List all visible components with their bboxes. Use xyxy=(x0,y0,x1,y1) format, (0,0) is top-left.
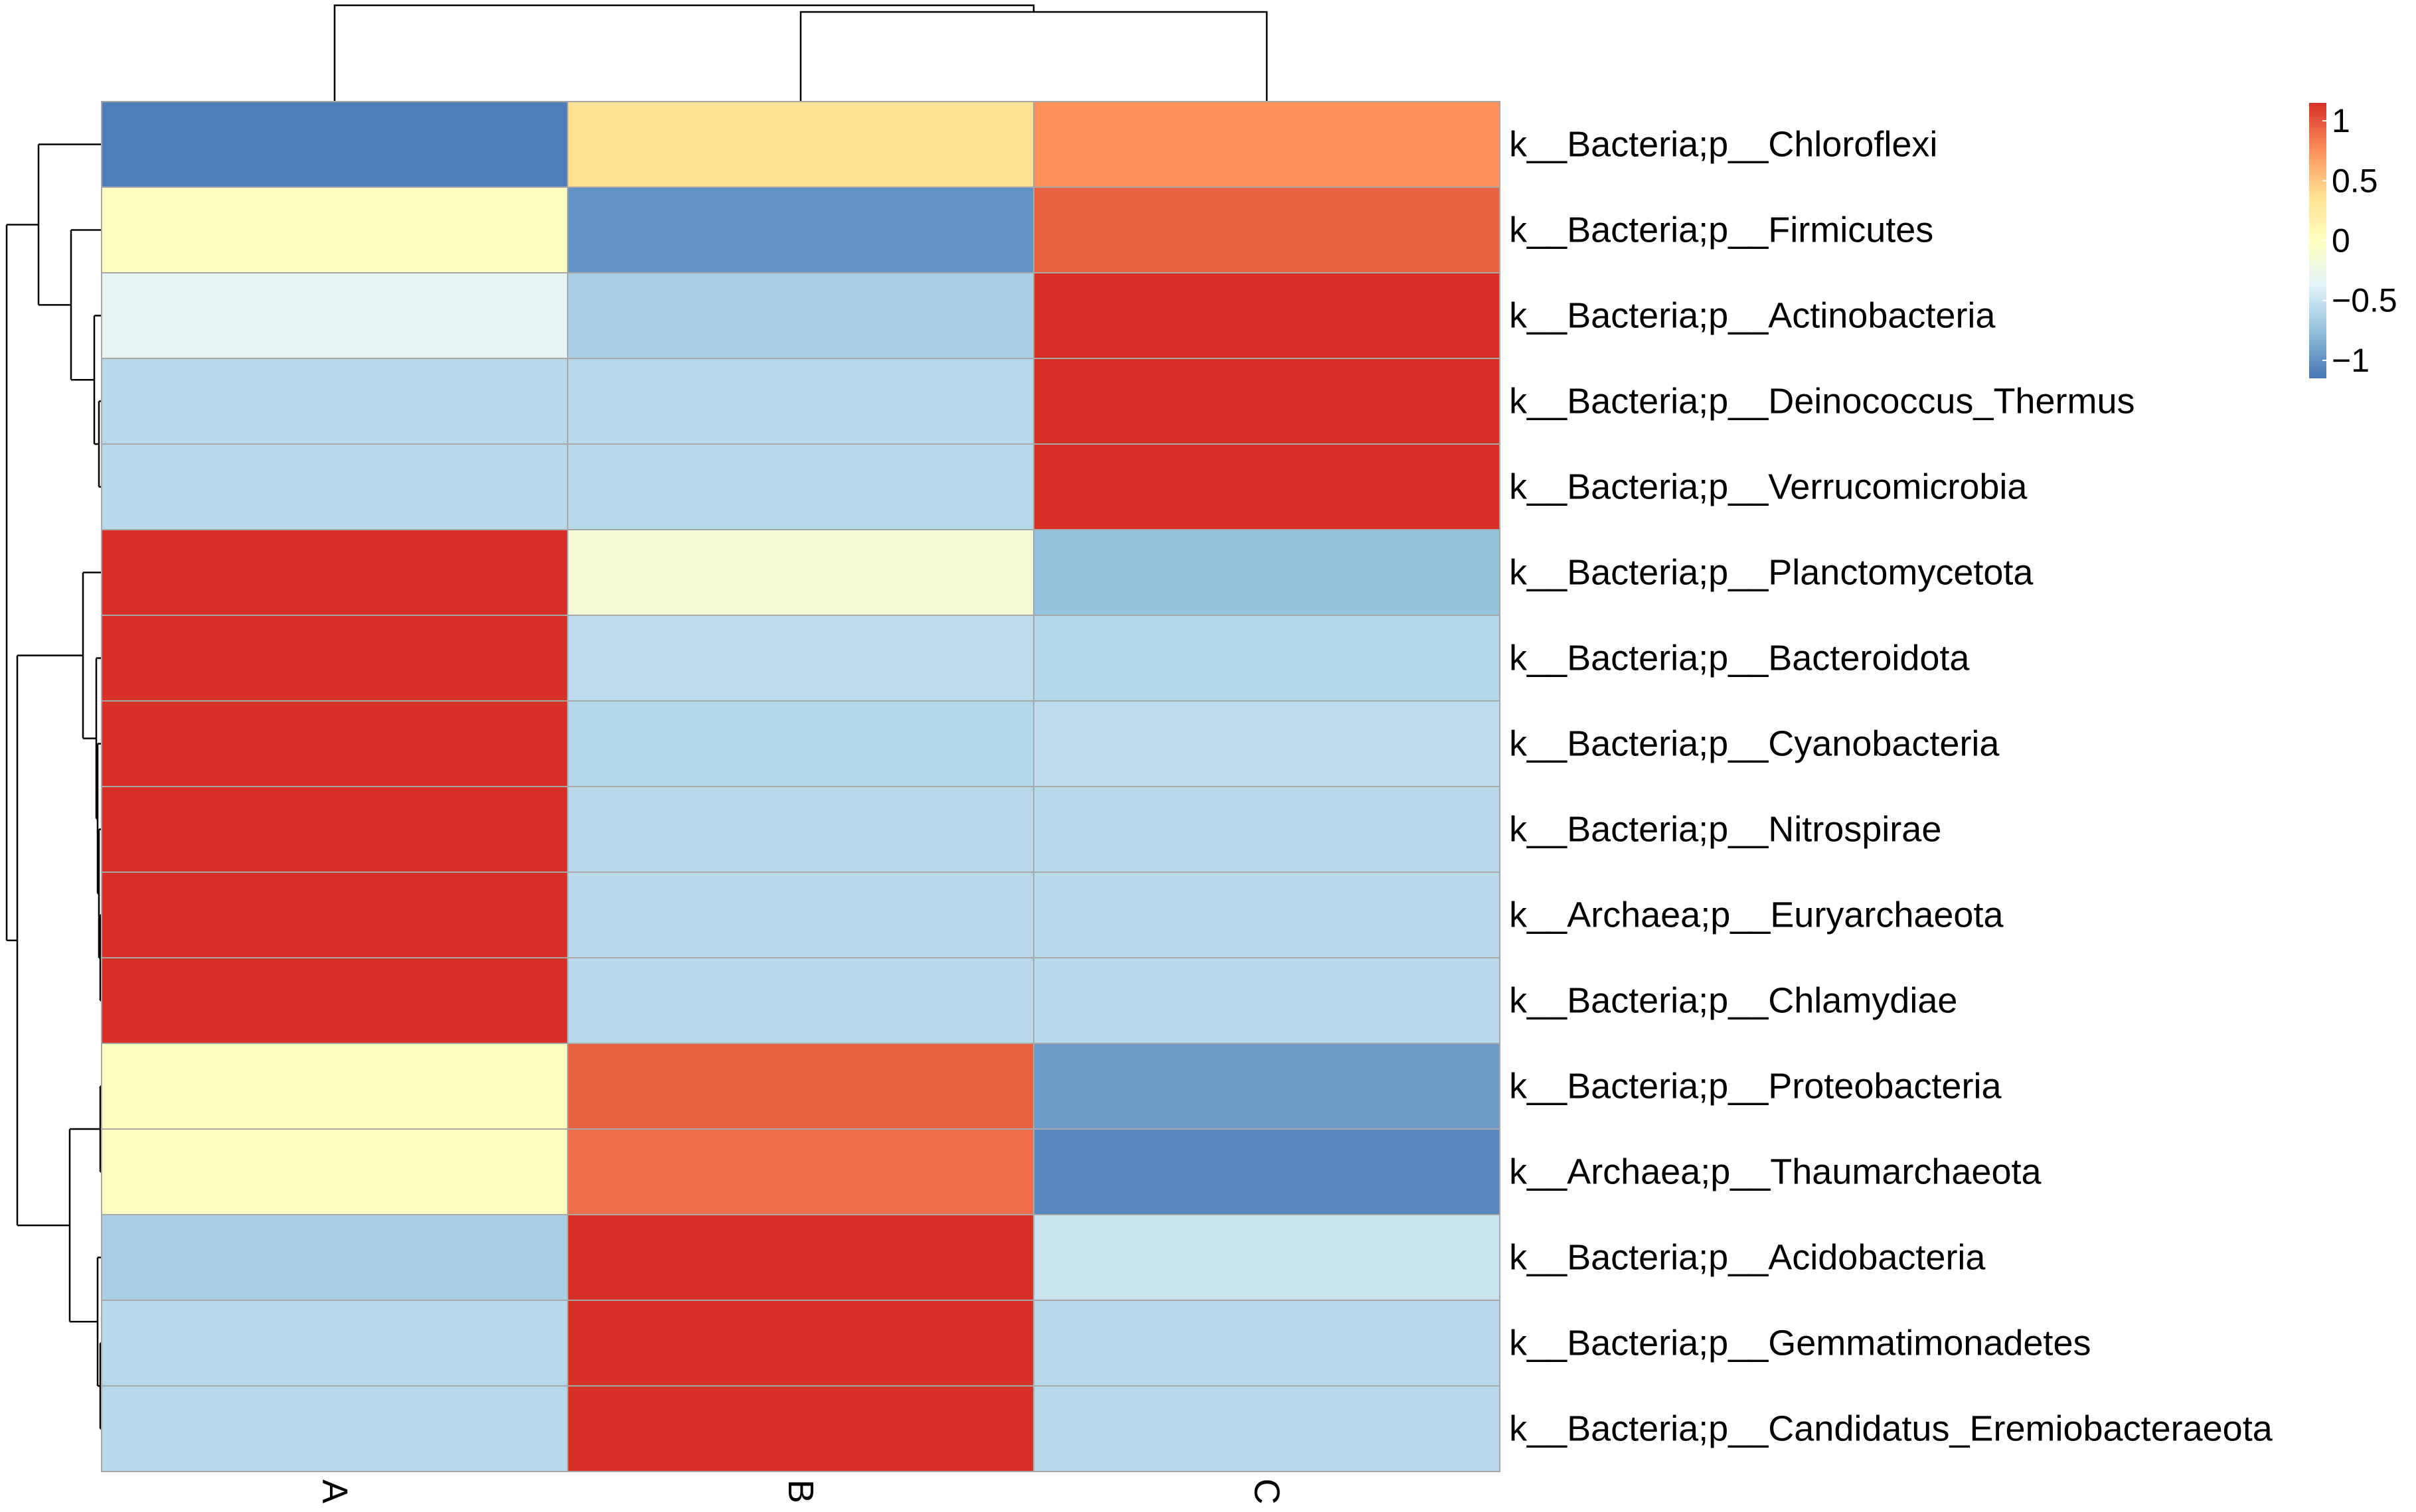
row-label: k__Bacteria;p__Proteobacteria xyxy=(1509,1067,2002,1106)
row-label: k__Bacteria;p__Acidobacteria xyxy=(1509,1238,1986,1278)
row-label: k__Bacteria;p__Nitrospirae xyxy=(1509,810,1941,850)
heatmap-cell xyxy=(101,272,568,359)
heatmap-cell xyxy=(567,1128,1034,1215)
heatmap-cell xyxy=(1033,786,1500,873)
row-label: k__Bacteria;p__Deinococcus_Thermus xyxy=(1509,382,2135,421)
heatmap-cell xyxy=(101,957,568,1044)
heatmap-cell xyxy=(567,1385,1034,1472)
column-label: A xyxy=(315,1479,355,1503)
heatmap-cell xyxy=(1033,101,1500,188)
heatmap-cell xyxy=(567,1300,1034,1387)
heatmap-cell xyxy=(567,1214,1034,1301)
heatmap-cell xyxy=(101,1385,568,1472)
heatmap-cell xyxy=(101,1214,568,1301)
heatmap-cell xyxy=(567,615,1034,702)
row-label: k__Bacteria;p__Actinobacteria xyxy=(1509,296,1996,336)
heatmap-cell xyxy=(567,272,1034,359)
heatmap-cell xyxy=(1033,443,1500,530)
heatmap-cell xyxy=(101,871,568,958)
column-dendrogram xyxy=(333,4,1268,102)
row-dendrogram xyxy=(5,143,102,1430)
heatmap-cell xyxy=(101,1300,568,1387)
heatmap-cell xyxy=(1033,1214,1500,1301)
row-label: k__Bacteria;p__Chlamydiae xyxy=(1509,981,1957,1021)
heatmap-cells xyxy=(101,101,1500,1472)
heatmap-cell xyxy=(567,358,1034,445)
legend-tick-label: −0.5 xyxy=(2332,282,2397,319)
heatmap-cell xyxy=(567,443,1034,530)
column-label: B xyxy=(781,1479,821,1503)
heatmap-cell xyxy=(1033,700,1500,787)
heatmap-cell xyxy=(567,529,1034,616)
heatmap-cell xyxy=(1033,358,1500,445)
heatmap-cell xyxy=(567,187,1034,273)
heatmap-cell xyxy=(1033,871,1500,958)
heatmap-cell xyxy=(101,1043,568,1130)
legend-tick-label: −1 xyxy=(2332,342,2370,379)
heatmap-cell xyxy=(101,187,568,273)
heatmap-cell xyxy=(1033,957,1500,1044)
heatmap-cell xyxy=(1033,1043,1500,1130)
heatmap-cell xyxy=(567,871,1034,958)
column-dendrogram-branch xyxy=(333,4,1035,102)
heatmap-cell xyxy=(1033,529,1500,616)
row-labels: k__Bacteria;p__Chloroflexi k__Bacteria;p_… xyxy=(1509,125,2273,1449)
legend-tick-label: 0.5 xyxy=(2332,162,2378,199)
row-label: k__Bacteria;p__Chloroflexi xyxy=(1509,125,1937,165)
color-legend: 1 0.5 0 −0.5 −1 xyxy=(2309,102,2397,379)
row-label: k__Archaea;p__Thaumarchaeota xyxy=(1509,1152,2042,1192)
column-label: C xyxy=(1247,1479,1287,1505)
column-labels: A B C xyxy=(315,1479,1287,1505)
heatmap-cell xyxy=(101,700,568,787)
column-dendrogram-branch xyxy=(799,11,1268,102)
heatmap-cell xyxy=(567,1043,1034,1130)
legend-tick-label: 1 xyxy=(2332,102,2350,139)
legend-tick-label: 0 xyxy=(2332,222,2350,260)
heatmap-cell xyxy=(567,957,1034,1044)
row-label: k__Bacteria;p__Candidatus_Eremiobacterae… xyxy=(1509,1409,2273,1449)
heatmap-cell xyxy=(1033,615,1500,702)
color-legend-ticks: 1 0.5 0 −0.5 −1 xyxy=(2322,102,2397,379)
heatmap-cell xyxy=(1033,187,1500,273)
heatmap-cell xyxy=(567,700,1034,787)
heatmap-cell xyxy=(101,101,568,188)
heatmap-cell xyxy=(1033,272,1500,359)
heatmap-cell xyxy=(101,358,568,445)
heatmap-cell xyxy=(1033,1300,1500,1387)
row-label: k__Bacteria;p__Bacteroidota xyxy=(1509,639,1970,678)
heatmap-cell xyxy=(567,786,1034,873)
heatmap-cell xyxy=(567,101,1034,188)
heatmap-cell xyxy=(101,1128,568,1215)
row-label: k__Bacteria;p__Firmicutes xyxy=(1509,210,1933,250)
heatmap-cell xyxy=(101,786,568,873)
row-label: k__Bacteria;p__Verrucomicrobia xyxy=(1509,467,2028,507)
heatmap-cell xyxy=(1033,1385,1500,1472)
heatmap-cell xyxy=(1033,1128,1500,1215)
row-label: k__Bacteria;p__Cyanobacteria xyxy=(1509,724,2000,764)
row-label: k__Bacteria;p__Planctomycetota xyxy=(1509,553,2034,593)
row-label: k__Bacteria;p__Gemmatimonadetes xyxy=(1509,1323,2091,1363)
heatmap-cell xyxy=(101,615,568,702)
heatmap-cell xyxy=(101,529,568,616)
heatmap-cell xyxy=(101,443,568,530)
row-label: k__Archaea;p__Euryarchaeota xyxy=(1509,895,2004,935)
